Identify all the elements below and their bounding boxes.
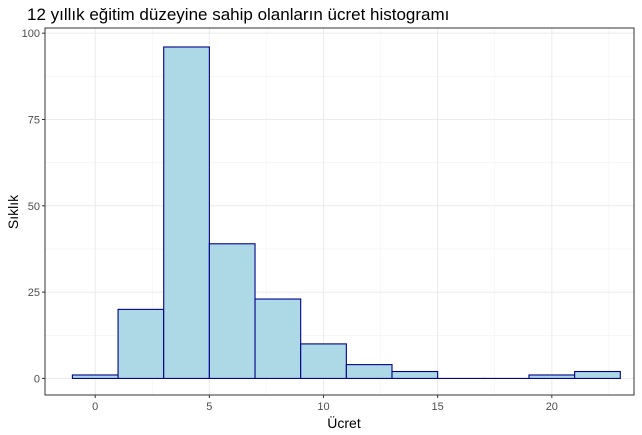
histogram-bar xyxy=(528,374,576,379)
y-tick-label: 75 xyxy=(28,114,40,126)
x-tick-label: 0 xyxy=(92,401,98,413)
histogram-bar xyxy=(345,364,393,379)
x-tick-label: 15 xyxy=(432,401,444,413)
y-tick-label: 50 xyxy=(28,201,40,213)
histogram-bar xyxy=(117,308,165,379)
y-axis-title: Sıklık xyxy=(5,194,21,229)
chart-title: 12 yıllık eğitim düzeyine sahip olanları… xyxy=(27,5,449,24)
x-tick-label: 10 xyxy=(317,401,329,413)
histogram-bar xyxy=(574,370,621,379)
histogram-bar xyxy=(300,343,347,379)
y-tick-label: 25 xyxy=(28,287,40,299)
x-tick-label: 5 xyxy=(206,401,212,413)
histogram-bars xyxy=(71,46,621,379)
histogram-bar xyxy=(71,374,119,379)
x-axis-title: Ücret xyxy=(327,414,361,431)
histogram-bar xyxy=(163,46,210,379)
y-tick-label: 100 xyxy=(22,28,40,40)
x-tick-label: 20 xyxy=(546,401,558,413)
y-tick-label: 0 xyxy=(34,373,40,385)
histogram-bar xyxy=(254,298,302,379)
panel-border xyxy=(44,27,635,396)
histogram-bar xyxy=(391,370,439,379)
axis-ticks: 0 5 10 15 20 0 25 50 75 100 xyxy=(22,28,558,413)
histogram-bar xyxy=(208,243,256,379)
